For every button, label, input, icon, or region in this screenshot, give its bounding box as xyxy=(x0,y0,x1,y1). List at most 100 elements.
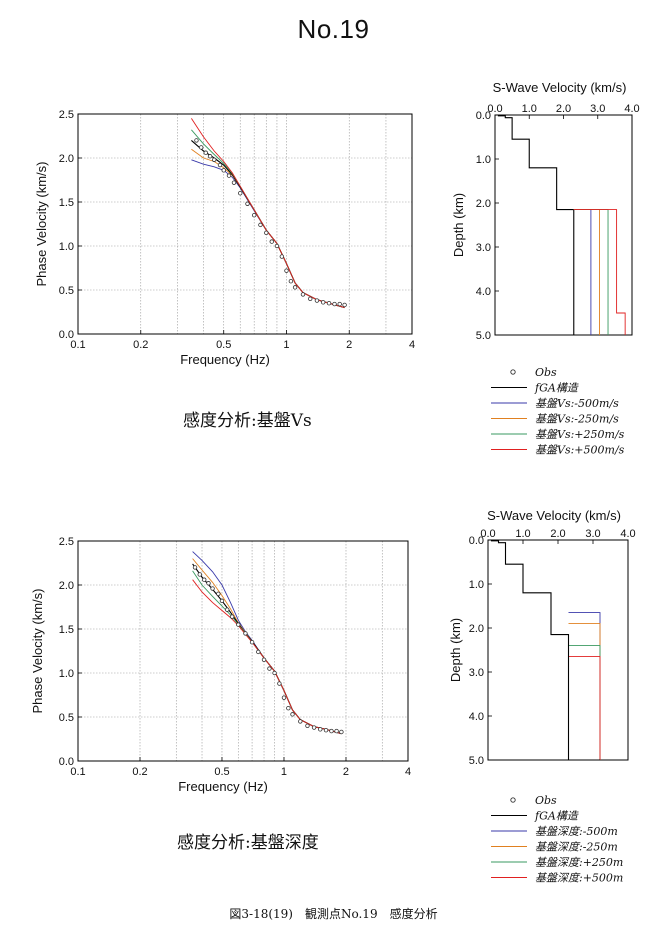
vs-y-tick-label: 5.0 xyxy=(476,330,491,342)
obs-point xyxy=(231,180,237,185)
vs-y-tick-label: 4.0 xyxy=(476,286,491,298)
vs-profile-p250 xyxy=(568,645,601,760)
legend-label-obs: Obs xyxy=(535,794,557,807)
vs-y-axis-label: Depth (km) xyxy=(448,618,463,682)
obs-point xyxy=(305,723,310,728)
vs-y-axis-label: Depth (km) xyxy=(451,193,466,257)
x-tick-label: 4 xyxy=(405,766,411,778)
x-tick-label: 2 xyxy=(343,766,349,778)
vs-axis-title: S-Wave Velocity (km/s) xyxy=(493,80,627,95)
y-tick-label: 1.0 xyxy=(59,668,74,680)
obs-point xyxy=(323,728,329,733)
series-line-p500 xyxy=(191,118,345,309)
obs-point xyxy=(192,565,198,570)
obs-point xyxy=(298,719,303,724)
obs-point xyxy=(261,657,267,662)
obs-point xyxy=(217,162,223,168)
legend-label-p500: 基盤深度:+500m xyxy=(535,872,623,885)
x-tick-label: 0.5 xyxy=(216,339,231,351)
vs-x-tick-label: 3.0 xyxy=(585,528,600,540)
y-tick-label: 0.5 xyxy=(59,712,74,724)
x-tick-label: 0.1 xyxy=(70,339,85,351)
vs-x-tick-label: 1.0 xyxy=(522,103,537,115)
obs-point xyxy=(320,300,326,305)
vs-x-tick-label: 3.0 xyxy=(590,103,605,115)
vs-x-tick-label: 4.0 xyxy=(624,103,639,115)
y-axis-label: Phase Velocity (km/s) xyxy=(34,162,49,287)
vs-y-tick-label: 3.0 xyxy=(476,242,491,254)
y-tick-label: 0.0 xyxy=(59,329,74,341)
legend-label-fga: fGA構造 xyxy=(534,810,579,823)
y-tick-label: 0.5 xyxy=(59,285,74,297)
vs-x-tick-label: 2.0 xyxy=(550,528,565,540)
obs-point xyxy=(339,729,344,735)
x-tick-label: 0.2 xyxy=(132,766,147,778)
obs-point xyxy=(329,728,334,734)
obs-point xyxy=(274,243,280,249)
obs-point xyxy=(314,298,320,303)
obs-point xyxy=(226,173,232,178)
series-line-p250 xyxy=(192,570,342,735)
y-tick-label: 1.5 xyxy=(59,624,74,636)
obs-point xyxy=(203,150,208,155)
plot-frame xyxy=(77,113,413,335)
y-tick-label: 0.0 xyxy=(59,756,74,768)
x-tick-label: 2 xyxy=(346,339,352,351)
vs-profile-p500 xyxy=(568,656,601,760)
plot-frame xyxy=(77,540,409,762)
figure-caption: 図3-18(19) 観測点No.19 感度分析 xyxy=(229,907,438,921)
obs-point xyxy=(272,670,277,676)
obs-point xyxy=(202,577,207,582)
obs-point xyxy=(342,302,347,308)
vs-y-tick-label: 5.0 xyxy=(469,755,484,767)
legend-label-m250: 基盤Vs:-250m/s xyxy=(535,413,619,426)
legend-marker-obs xyxy=(510,797,516,803)
obs-point xyxy=(337,301,342,307)
obs-point xyxy=(245,201,250,206)
vs-x-tick-label: 1.0 xyxy=(515,528,530,540)
legend-label-m500: 基盤Vs:-500m/s xyxy=(535,397,619,410)
vs-x-tick-label: 0.0 xyxy=(480,528,495,540)
x-tick-label: 1 xyxy=(283,339,289,351)
vs-profile-fga xyxy=(490,540,600,761)
legend-marker-obs xyxy=(510,369,516,375)
series-line-fga xyxy=(192,563,342,735)
series-line-p500 xyxy=(192,579,342,735)
page-title: No.19 xyxy=(297,14,370,44)
sublabel-top: 感度分析:基盤Vs xyxy=(183,411,312,431)
obs-point xyxy=(288,279,294,284)
obs-point xyxy=(290,712,295,717)
vs-y-tick-label: 0.0 xyxy=(469,535,484,547)
legend-label-m250: 基盤深度:-250m xyxy=(535,841,618,854)
obs-point xyxy=(311,725,317,730)
obs-point xyxy=(281,695,287,700)
vs-x-tick-label: 2.0 xyxy=(556,103,571,115)
series-line-fga xyxy=(191,139,345,309)
obs-point xyxy=(249,640,255,645)
vs-profile-m250 xyxy=(568,623,601,760)
y-tick-label: 2.5 xyxy=(59,109,74,121)
vs-y-tick-label: 3.0 xyxy=(469,667,484,679)
legend-label-p250: 基盤深度:+250m xyxy=(535,856,623,869)
vs-profile-m500 xyxy=(568,612,601,760)
x-tick-label: 1 xyxy=(281,766,287,778)
obs-point xyxy=(224,607,230,612)
sublabel-bottom: 感度分析:基盤深度 xyxy=(177,833,319,853)
obs-point xyxy=(236,622,241,627)
obs-point xyxy=(210,586,215,591)
obs-point xyxy=(318,727,323,732)
obs-point xyxy=(216,591,221,596)
legend-label-obs: Obs xyxy=(535,366,557,379)
y-tick-label: 1.0 xyxy=(59,241,74,253)
obs-point xyxy=(286,706,291,711)
vs-y-tick-label: 1.0 xyxy=(476,154,491,166)
obs-point xyxy=(308,296,313,301)
y-tick-label: 2.0 xyxy=(59,153,74,165)
obs-point xyxy=(267,666,272,671)
legend-label-p500: 基盤Vs:+500m/s xyxy=(535,444,625,457)
x-tick-label: 0.2 xyxy=(133,339,148,351)
x-tick-label: 0.5 xyxy=(214,766,229,778)
series-line-m500 xyxy=(192,551,342,735)
obs-point xyxy=(292,285,298,290)
